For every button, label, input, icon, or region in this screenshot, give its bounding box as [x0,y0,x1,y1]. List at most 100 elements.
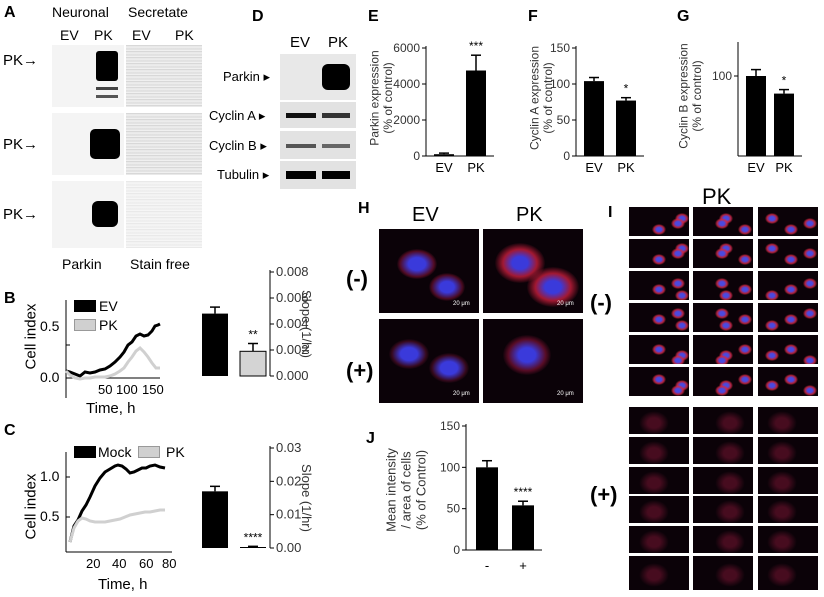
panel-letter-c: C [4,422,16,439]
parkin-blot [280,54,356,100]
c-xtick-60: 60 [139,556,154,571]
panel-i-tile-plus [628,525,690,554]
panel-d-lane-pk: PK [328,34,349,51]
cell-stain [765,243,779,255]
panel-d-lane-ev: EV [290,34,311,51]
panel-a-pk-row-2: PK→ [3,136,38,153]
cell-stain [803,308,817,320]
b-ytick-00: 0.0 [40,369,60,385]
panel-letter-b: B [4,290,16,307]
cell-stain [715,500,745,523]
cell-stain [715,355,729,364]
scalebar: 20 μm [453,391,470,397]
panel-i-tile-plus [628,436,690,465]
panel-i-tile-plus [757,495,819,524]
cell-stain [767,500,797,523]
panel-i-tile-minus [628,206,690,237]
cell-stain [738,314,752,326]
y-tick-label: 150 [550,41,570,55]
y-tick-label: 50 [447,502,461,516]
panel-h-col-ev: EV [412,204,439,226]
panel-i-tile-plus [628,555,690,591]
y-tick-label: 0 [413,149,420,163]
panel-i-tile-minus [692,302,754,333]
bar [202,491,228,548]
y-tick-label: 0 [453,543,460,557]
significance-label: * [782,74,787,88]
cell-stain [671,385,685,396]
bar [476,467,498,550]
panel-i-tile-minus [757,334,819,365]
panel-i-tile-plus [628,466,690,495]
cell-stain [715,530,745,553]
y-tick-label: 4000 [393,77,420,91]
cell-stain [767,530,797,553]
y-axis-label: Slope (1/hr) [299,464,314,532]
micrograph-pk-plus: 20 μm [482,318,584,404]
panel-a-pk-row-3: PK→ [3,206,38,223]
b-xtick-100: 100 [116,382,138,397]
cell-stain [738,344,752,356]
panel-i-tile-plus [757,525,819,554]
cell-stain [803,218,817,230]
cell-stain [671,308,685,320]
panel-letter-e: E [368,8,379,25]
cell-stain [639,530,669,553]
panel-letter-j: J [366,430,375,447]
panel-i-tile-minus [692,366,754,397]
panel-i-tile-plus [757,406,819,435]
cell-stain [715,308,729,320]
significance-label: **** [514,485,533,499]
c-ylabel: Cell index [22,473,40,540]
cell-stain [715,471,745,494]
cell-stain [803,355,817,364]
cell-stain [652,224,666,236]
c-xtick-40: 40 [112,556,127,571]
y-tick-label: 0.006 [276,290,309,305]
b-xtick-150: 150 [142,382,164,397]
cell-stain [715,411,745,434]
panel-letter-g: G [677,8,690,25]
cell-stain [738,224,752,236]
cell-stain [715,563,745,587]
panel-d-row-cyclin-b: Cyclin B ▸ [209,138,267,154]
panel-i-tile-plus [692,466,754,495]
cell-stain [715,248,729,260]
y-tick-label: 0.00 [276,540,301,555]
legend-ev-label: EV [99,298,118,314]
series-mock-line [68,463,166,543]
panel-i-tile-minus [757,238,819,269]
cell-stain [675,290,689,300]
cell-stain [765,350,779,362]
bar [512,505,534,550]
cell-stain [784,224,798,236]
cell-stain [784,374,798,386]
arrow-icon: ▸ [258,108,266,123]
cell-stain [803,278,817,290]
panel-i-row-minus: (-) [590,290,612,315]
c-ytick-10: 1.0 [40,468,60,484]
arrow-icon: ▸ [260,138,267,153]
panel-i-tile-plus [692,436,754,465]
cell-stain [671,355,685,364]
b-ytick-05: 0.5 [40,318,60,334]
y-tick-label: 0.02 [276,473,301,488]
cell-stain [767,471,797,494]
cell-stain [671,218,685,230]
y-axis-label: Slope (1/hr) [299,290,314,358]
category-label: EV [585,160,603,175]
significance-label: ** [248,328,258,342]
panel-i-tile-plus [628,406,690,435]
category-label: PK [617,160,635,175]
y-tick-label: 0.000 [276,368,309,383]
c-xlabel: Time, h [98,576,148,593]
panel-d-row-cyclin-a: Cyclin A ▸ [209,108,265,124]
micrograph-pk-minus: 20 μm [482,228,584,314]
panel-i-title: PK [702,184,732,209]
category-label: - [485,558,489,573]
significance-label: * [624,82,629,96]
significance-label: *** [469,39,483,53]
neuronal-blot-2 [52,113,124,175]
panel-i-tile-minus [628,302,690,333]
panel-i-tile-minus [692,238,754,269]
